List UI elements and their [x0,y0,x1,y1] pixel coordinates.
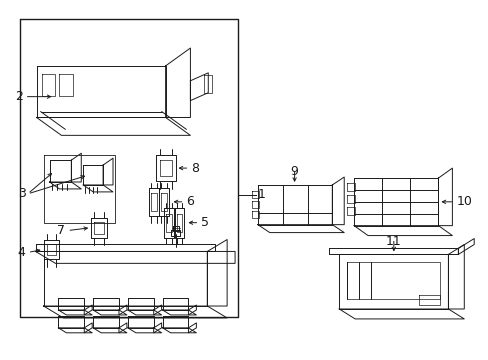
Polygon shape [174,208,184,238]
Polygon shape [43,239,60,260]
Polygon shape [155,155,175,181]
Polygon shape [128,316,153,328]
Polygon shape [447,244,463,309]
Polygon shape [153,305,162,315]
Polygon shape [119,305,127,315]
Text: 4: 4 [18,246,26,259]
Polygon shape [59,328,92,333]
Polygon shape [84,323,92,333]
Polygon shape [93,310,127,315]
Polygon shape [93,328,127,333]
Polygon shape [165,48,190,117]
Polygon shape [36,243,215,251]
Polygon shape [257,225,344,233]
Polygon shape [163,316,188,328]
Polygon shape [163,328,196,333]
Polygon shape [59,316,84,328]
Text: 6: 6 [186,195,194,208]
Polygon shape [119,323,127,333]
Text: 5: 5 [201,216,209,229]
Polygon shape [49,160,71,182]
Text: 9: 9 [290,165,298,178]
Text: 7: 7 [57,224,65,237]
Polygon shape [339,255,447,309]
Polygon shape [59,298,84,310]
Polygon shape [37,117,190,135]
Polygon shape [163,310,196,315]
Polygon shape [49,182,81,189]
Text: 3: 3 [18,188,26,201]
Polygon shape [43,306,226,318]
Polygon shape [128,328,162,333]
Polygon shape [207,239,226,306]
Polygon shape [59,310,92,315]
Polygon shape [339,309,463,319]
Polygon shape [43,251,207,306]
Polygon shape [84,305,92,315]
Polygon shape [83,185,113,192]
Polygon shape [158,188,168,216]
Polygon shape [332,177,344,225]
Text: 11: 11 [385,235,401,248]
Polygon shape [93,298,119,310]
Text: 10: 10 [455,195,471,208]
Polygon shape [163,298,188,310]
Polygon shape [91,218,107,238]
Polygon shape [353,226,451,235]
Polygon shape [153,323,162,333]
Polygon shape [83,165,103,185]
Polygon shape [71,153,81,182]
Text: 1: 1 [257,188,265,201]
Polygon shape [188,323,196,333]
Polygon shape [128,298,153,310]
Polygon shape [128,310,162,315]
Polygon shape [353,178,438,226]
Polygon shape [457,239,473,255]
Polygon shape [257,185,332,225]
Polygon shape [188,305,196,315]
Polygon shape [93,316,119,328]
Polygon shape [328,248,457,255]
Polygon shape [36,251,235,264]
Polygon shape [148,188,158,216]
Polygon shape [37,66,165,117]
Text: 2: 2 [15,90,22,103]
Polygon shape [190,73,208,100]
Text: 8: 8 [191,162,199,175]
Polygon shape [438,168,451,226]
Polygon shape [103,158,113,185]
Polygon shape [163,208,173,238]
